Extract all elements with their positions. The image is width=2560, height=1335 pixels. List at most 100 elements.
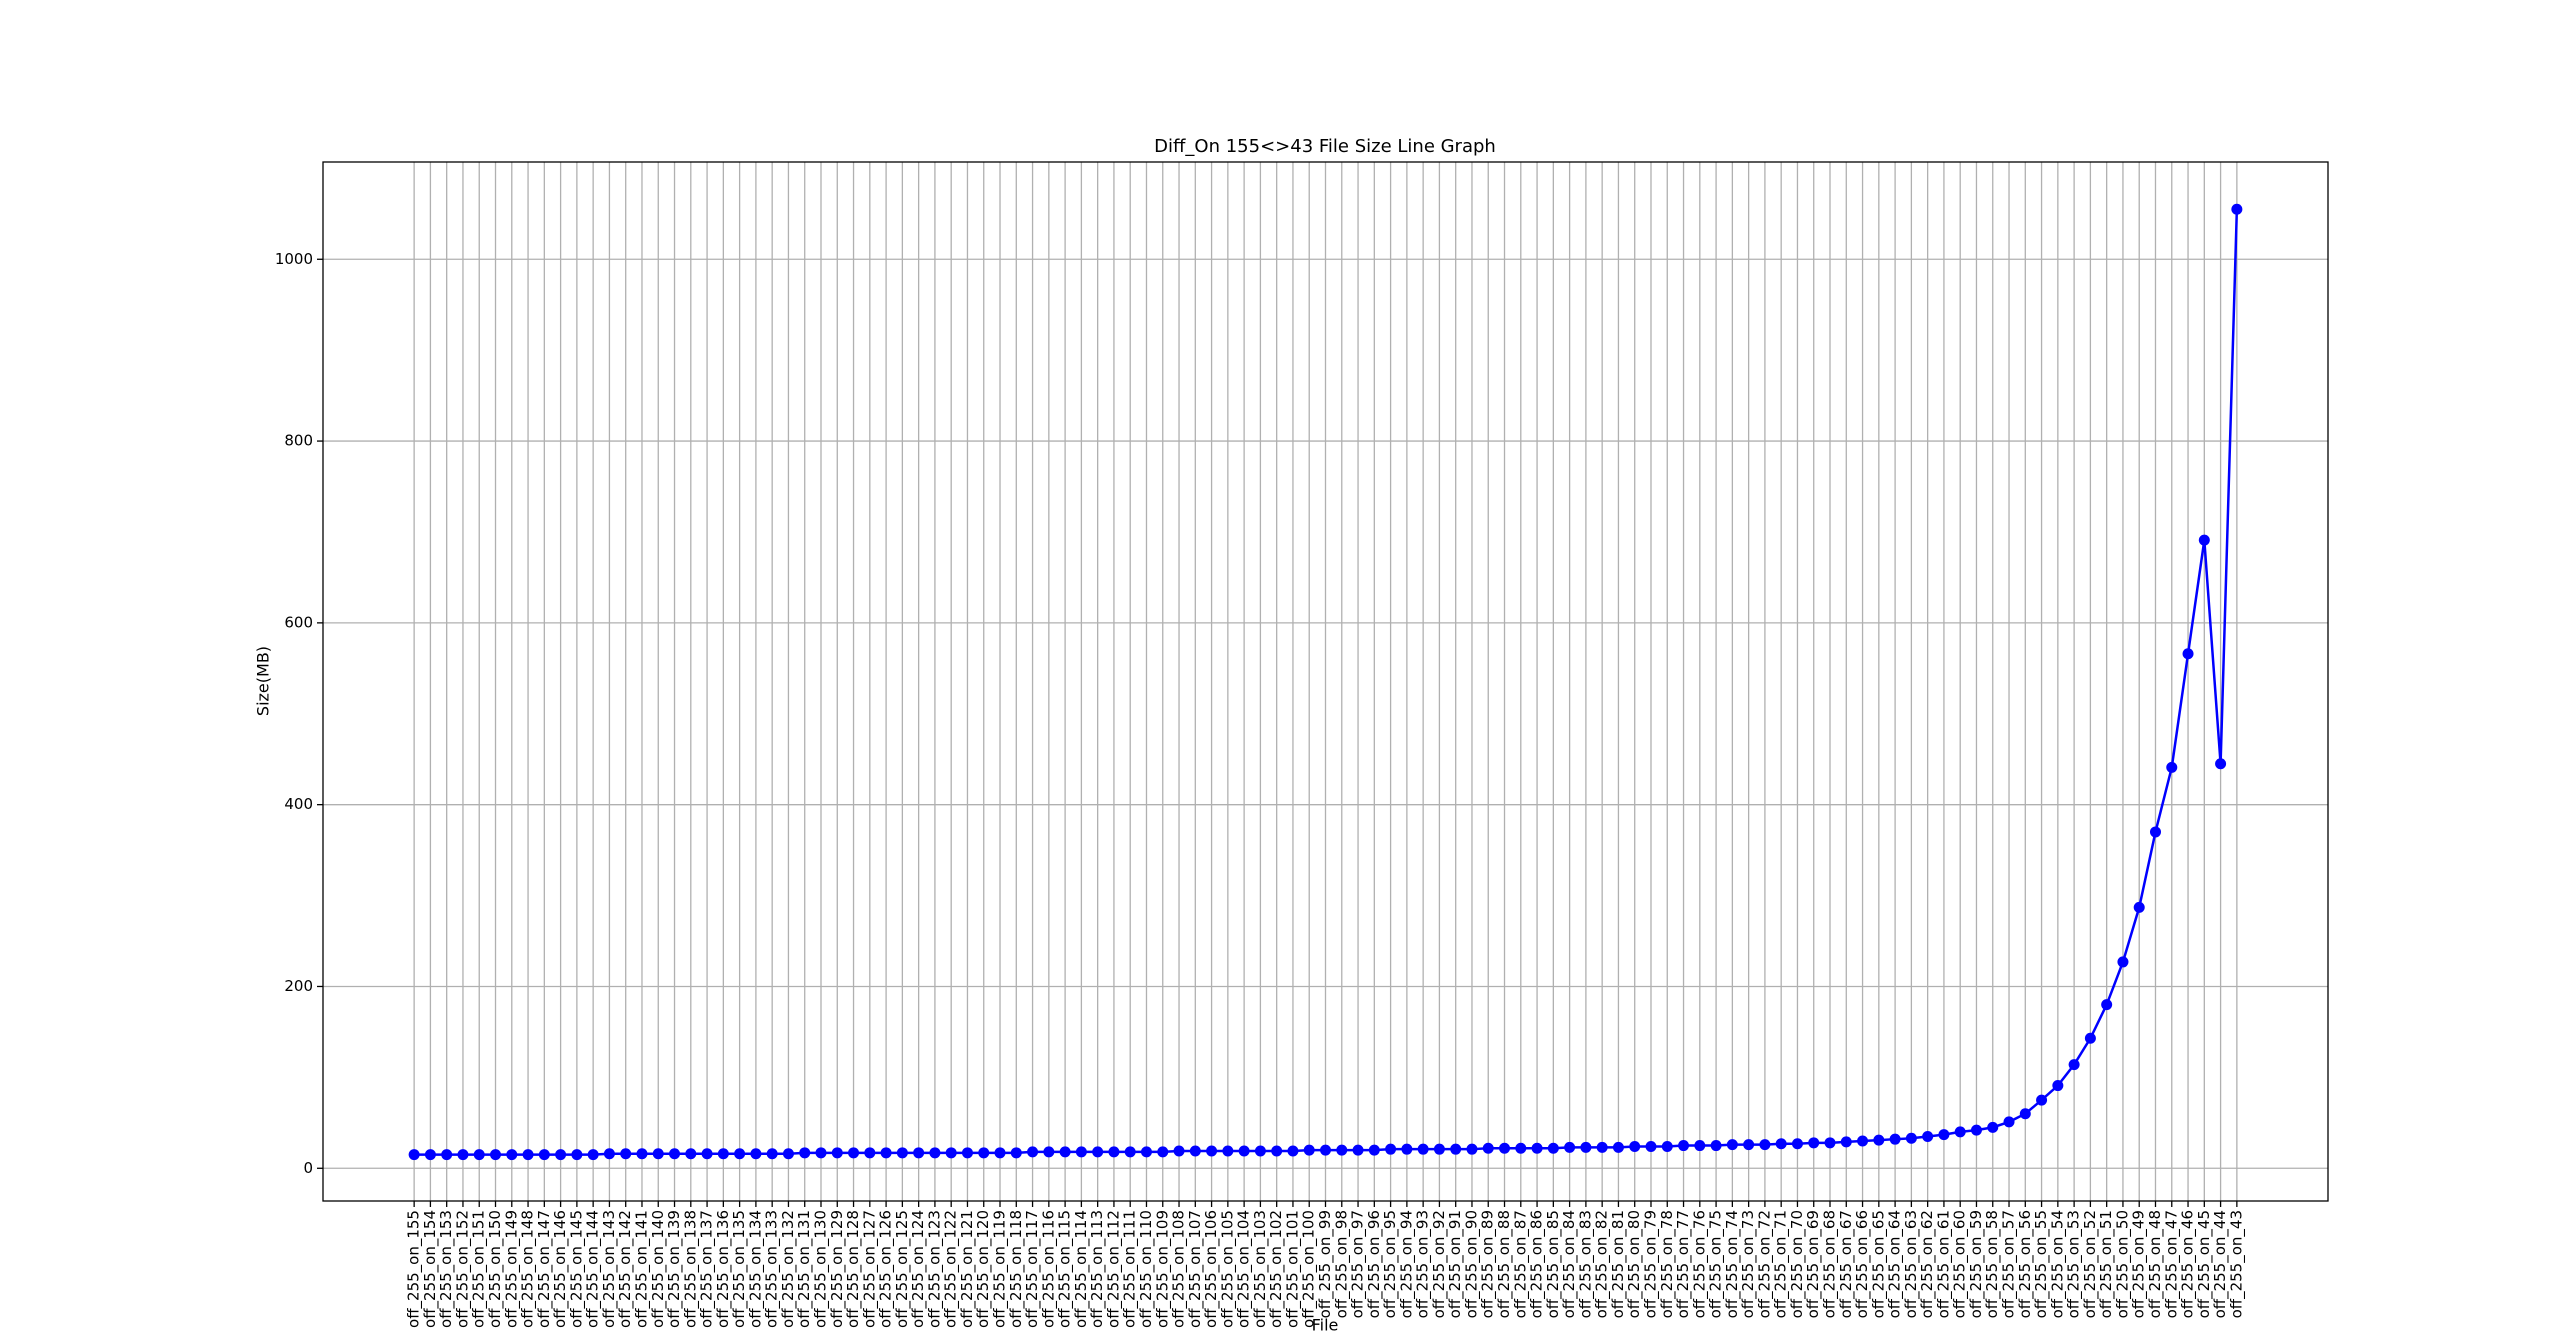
data-point [1482, 1142, 1494, 1154]
data-point [1385, 1143, 1397, 1155]
x-tick-label: off_255_on_154 [421, 1210, 440, 1328]
data-point [1499, 1142, 1511, 1154]
x-tick-label: off_255_on_79 [1641, 1210, 1660, 1318]
x-tick-label: off_255_on_70 [1788, 1210, 1807, 1318]
x-tick-label: off_255_on_69 [1804, 1210, 1823, 1318]
data-point [1401, 1143, 1413, 1155]
x-tick-label: off_255_on_54 [2048, 1210, 2067, 1318]
x-tick-label: off_255_on_104 [1235, 1210, 1254, 1328]
x-tick-label: off_255_on_66 [1853, 1210, 1872, 1318]
data-point [1938, 1129, 1950, 1141]
data-point [1564, 1141, 1576, 1153]
x-tick-label: off_255_on_141 [632, 1210, 651, 1328]
data-point [961, 1147, 973, 1159]
data-point [2084, 1032, 2096, 1044]
x-tick-label: off_255_on_84 [1560, 1210, 1579, 1318]
x-tick-label: off_255_on_71 [1772, 1210, 1791, 1318]
x-tick-label: off_255_on_136 [714, 1210, 733, 1328]
data-point [2149, 826, 2161, 838]
data-point [1092, 1146, 1104, 1158]
data-point [1531, 1142, 1543, 1154]
x-tick-label: off_255_on_78 [1658, 1210, 1677, 1318]
x-tick-label: off_255_on_77 [1674, 1210, 1693, 1318]
data-point [1970, 1124, 1982, 1136]
plot-frame [322, 161, 2329, 1202]
x-tick-label: off_255_on_110 [1137, 1210, 1156, 1328]
x-tick-label: off_255_on_95 [1381, 1210, 1400, 1318]
data-point [2101, 999, 2113, 1011]
x-tick-label: off_255_on_137 [698, 1210, 717, 1328]
x-tick-label: off_255_on_105 [1218, 1210, 1237, 1328]
data-point [1222, 1145, 1234, 1157]
x-tick-label: off_255_on_57 [2000, 1210, 2019, 1318]
data-point [620, 1148, 632, 1160]
data-point [1271, 1145, 1283, 1157]
data-point [1043, 1146, 1055, 1158]
data-point [2182, 648, 2194, 660]
data-point [1743, 1139, 1755, 1151]
data-point [1433, 1143, 1445, 1155]
x-tick-label: off_255_on_94 [1397, 1210, 1416, 1318]
x-tick-label: off_255_on_73 [1739, 1210, 1758, 1318]
x-tick-label: off_255_on_139 [665, 1210, 684, 1328]
data-point [1857, 1135, 1869, 1147]
data-point [1466, 1143, 1478, 1155]
x-tick-label: off_255_on_138 [681, 1210, 700, 1328]
data-point [994, 1147, 1006, 1159]
data-point [1759, 1139, 1771, 1151]
x-tick-label: off_255_on_108 [1170, 1210, 1189, 1328]
x-tick-label: off_255_on_118 [1007, 1210, 1026, 1328]
data-point [799, 1147, 811, 1159]
data-point [896, 1147, 908, 1159]
x-tick-label: off_255_on_114 [1072, 1210, 1091, 1328]
data-point [1922, 1130, 1934, 1142]
data-point [929, 1147, 941, 1159]
data-point [1206, 1145, 1218, 1157]
x-tick-label: off_255_on_116 [1039, 1210, 1058, 1328]
x-tick-label: off_255_on_145 [567, 1210, 586, 1328]
data-point [831, 1147, 843, 1159]
x-tick-label: off_255_on_123 [925, 1210, 944, 1328]
data-point [945, 1147, 957, 1159]
x-tick-label: off_255_on_80 [1625, 1210, 1644, 1318]
x-tick-label: off_255_on_132 [779, 1210, 798, 1328]
data-point [1287, 1145, 1299, 1157]
data-point [685, 1148, 697, 1160]
data-point [2068, 1059, 2080, 1071]
x-tick-label: off_255_on_107 [1186, 1210, 1205, 1328]
x-tick-label: off_255_on_43 [2227, 1210, 2246, 1318]
data-point [1189, 1145, 1201, 1157]
x-tick-label: off_255_on_52 [2081, 1210, 2100, 1318]
data-point [750, 1148, 762, 1160]
data-point [1808, 1137, 1820, 1149]
x-tick-label: off_255_on_51 [2097, 1210, 2116, 1318]
data-point [2036, 1094, 2048, 1106]
x-tick-label: off_255_on_142 [616, 1210, 635, 1328]
data-point [913, 1147, 925, 1159]
data-point [1596, 1141, 1608, 1153]
data-point [1238, 1145, 1250, 1157]
x-tick-label: off_255_on_146 [551, 1210, 570, 1328]
x-tick-label: off_255_on_127 [860, 1210, 879, 1328]
x-tick-label: off_255_on_53 [2065, 1210, 2084, 1318]
x-tick-label: off_255_on_143 [600, 1210, 619, 1328]
data-point [1173, 1145, 1185, 1157]
x-tick-label: off_255_on_144 [584, 1210, 603, 1328]
x-tick-label: off_255_on_153 [437, 1210, 456, 1328]
x-tick-label: off_255_on_120 [974, 1210, 993, 1328]
data-point [1661, 1140, 1673, 1152]
x-tick-label: off_255_on_96 [1365, 1210, 1384, 1318]
data-point [1108, 1146, 1120, 1158]
x-tick-label: off_255_on_115 [1056, 1210, 1075, 1328]
data-point [473, 1149, 485, 1161]
x-tick-label: off_255_on_44 [2211, 1210, 2230, 1318]
data-point [1873, 1134, 1885, 1146]
data-point [571, 1149, 583, 1161]
data-point [1254, 1145, 1266, 1157]
data-point [1905, 1132, 1917, 1144]
data-point [734, 1148, 746, 1160]
data-point [880, 1147, 892, 1159]
data-point [2019, 1108, 2031, 1120]
data-point [1629, 1140, 1641, 1152]
data-point [457, 1149, 469, 1161]
